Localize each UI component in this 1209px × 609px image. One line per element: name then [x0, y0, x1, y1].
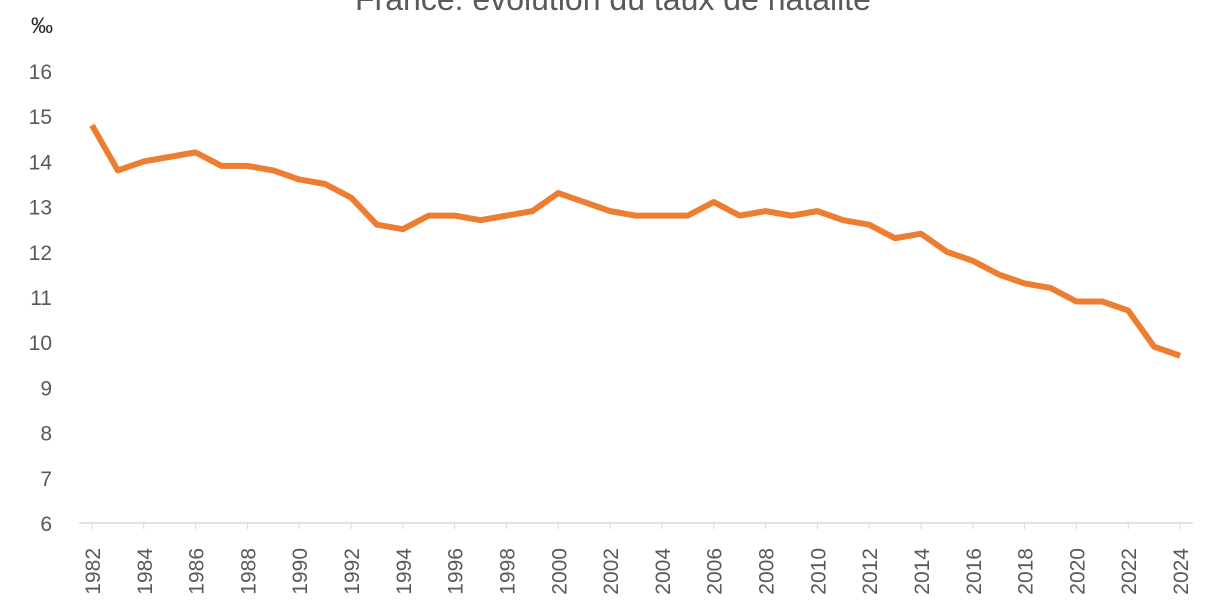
y-tick-label: 11	[30, 287, 52, 310]
x-tick-label: 2012	[859, 548, 882, 595]
x-tick-label: 2014	[911, 548, 934, 595]
x-tick-label: 2008	[756, 548, 779, 595]
x-tick-label: 2022	[1118, 548, 1141, 595]
y-tick-label: 14	[29, 151, 53, 174]
x-tick-label: 2000	[548, 548, 571, 595]
y-tick-label: 12	[29, 242, 52, 265]
y-tick-label: 6	[40, 513, 52, 536]
y-tick-label: 8	[40, 423, 52, 446]
x-tick-label: 1982	[82, 548, 105, 595]
y-axis-label: ‰	[31, 13, 53, 38]
x-tick-label: 2002	[600, 548, 623, 595]
y-tick-label: 10	[29, 332, 52, 355]
x-tick-label: 1998	[496, 548, 519, 595]
y-tick-label: 9	[40, 377, 52, 400]
x-tick-label: 1990	[289, 548, 312, 595]
y-tick-label: 13	[29, 197, 52, 220]
x-tick-label: 2004	[652, 548, 675, 595]
data-line	[89, 123, 1182, 359]
x-tick-label: 1986	[186, 548, 209, 595]
x-tick-label: 1996	[445, 548, 468, 595]
x-tick-label: 2006	[704, 548, 727, 595]
x-tick-label: 1984	[134, 548, 157, 595]
x-tick-label: 2018	[1015, 548, 1038, 595]
y-tick-label: 15	[29, 106, 52, 129]
x-tick-label: 1994	[393, 548, 416, 595]
x-tick-label: 1992	[341, 548, 364, 595]
chart-title: France: évolution du taux de natalité	[355, 0, 871, 17]
x-tick-label: 2024	[1170, 548, 1193, 595]
y-tick-label: 16	[29, 61, 52, 84]
x-tick-label: 2010	[807, 548, 830, 595]
x-tick-label: 2016	[963, 548, 986, 595]
x-tick-label: 1988	[237, 548, 260, 595]
y-tick-label: 7	[40, 468, 52, 491]
x-tick-label: 2020	[1066, 548, 1089, 595]
